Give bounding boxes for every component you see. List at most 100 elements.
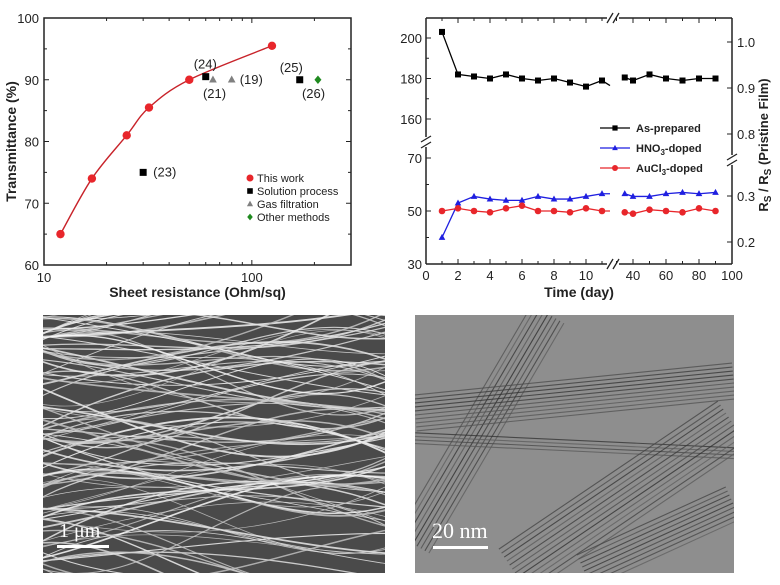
y-axis-break-mark xyxy=(420,135,432,143)
nanotube-fiber xyxy=(43,315,385,340)
nanotube-fiber xyxy=(43,530,385,564)
nanotube-wall xyxy=(599,511,734,573)
y-label-subscript: S xyxy=(763,195,774,202)
data-point-gas-filtration xyxy=(227,75,236,83)
nanotube-wall xyxy=(522,430,734,573)
nanotube-wall xyxy=(424,320,561,552)
x-tick-label: 10 xyxy=(579,268,593,283)
reference-label: (24) xyxy=(194,57,217,72)
legend-label: HNO3-doped xyxy=(636,143,702,157)
nanotube-fiber xyxy=(43,316,385,391)
legend-marker-hno3-doped xyxy=(612,144,618,151)
nanotube-wall xyxy=(588,506,734,573)
data-point-as-prepared xyxy=(583,83,589,90)
y-tick-label: 180 xyxy=(400,72,422,87)
nanotube-fiber xyxy=(43,360,385,449)
nanotube-fiber xyxy=(43,463,385,508)
data-point-hno3-doped xyxy=(550,195,558,202)
nanotube-wall xyxy=(509,416,729,566)
nanotube-fiber xyxy=(43,406,385,446)
nanotube-fiber xyxy=(43,485,385,573)
nanotube-fiber xyxy=(43,315,352,338)
nanotube-wall xyxy=(610,516,734,573)
data-point-hno3-doped xyxy=(566,195,574,202)
data-point-as-prepared xyxy=(455,71,461,78)
nanotube-fiber xyxy=(43,315,385,338)
nanotube-wall xyxy=(514,424,734,573)
tem-scalebar xyxy=(433,546,488,549)
nanotube-wall xyxy=(415,443,734,460)
x-axis-break-mark xyxy=(606,258,614,270)
x-tick-label: 60 xyxy=(659,268,673,283)
nanotube-fiber xyxy=(43,421,385,469)
data-point-as-prepared xyxy=(503,71,509,78)
nanotube-wall xyxy=(415,439,734,456)
y-right-axis-break-mark xyxy=(726,159,738,167)
plot-frame xyxy=(43,17,352,266)
data-point-hno3-doped xyxy=(646,192,653,199)
nanotube-fiber xyxy=(43,465,385,519)
data-point-aucl3-doped xyxy=(518,202,526,209)
y-axis-label-right: RS / RS (Pristine Film) xyxy=(756,78,774,211)
legend-marker-solution-process xyxy=(247,188,253,194)
nanotube-fiber xyxy=(43,315,88,334)
data-point-as-prepared xyxy=(439,28,445,35)
nanotube-fiber xyxy=(43,331,385,372)
y-axis-break-mark xyxy=(420,141,432,149)
legend-marker-gas-filtration xyxy=(246,200,254,207)
data-point-hno3-doped xyxy=(582,192,590,199)
nanotube-fiber xyxy=(43,358,385,420)
legend-marker-this-work xyxy=(246,174,254,182)
tem-micrograph: 20 nm xyxy=(415,315,734,573)
nanotube-fiber xyxy=(43,434,385,472)
data-point-as-prepared xyxy=(519,75,525,82)
y-tick-label: 70 xyxy=(25,196,39,211)
nanotube-wall xyxy=(415,315,527,506)
x-tick-label: 4 xyxy=(486,268,493,283)
x-axis-break-mark xyxy=(606,12,614,24)
y-tick-label: 80 xyxy=(25,135,39,150)
x-axis-label: Sheet resistance (Ohm/sq) xyxy=(109,284,286,300)
nanotube-wall xyxy=(415,315,538,524)
data-point-aucl3-doped xyxy=(438,207,446,215)
legend-marker-other-methods xyxy=(247,213,253,221)
data-point-aucl3-doped xyxy=(621,209,629,216)
nanotube-fiber xyxy=(43,315,385,374)
data-point-as-prepared xyxy=(663,75,669,82)
nanotube-wall xyxy=(415,378,734,412)
nanotube-wall xyxy=(498,400,719,550)
data-point-aucl3-doped xyxy=(470,207,478,215)
y-right-tick-label: 0.2 xyxy=(737,235,755,250)
nanotube-wall xyxy=(415,315,548,542)
nanotube-wall xyxy=(415,386,734,420)
data-point-aucl3-doped xyxy=(679,209,686,216)
nanotube-fiber xyxy=(43,518,200,573)
reference-label: (21) xyxy=(203,86,226,101)
reference-label: (19) xyxy=(240,72,263,87)
data-point-as-prepared xyxy=(646,71,653,78)
legend-label: AuCl3-doped xyxy=(636,163,703,177)
nanotube-wall xyxy=(415,366,733,400)
nanotube-wall xyxy=(580,494,730,564)
legend-label-subscript: 3 xyxy=(660,148,665,157)
nanotube-fiber xyxy=(43,495,385,526)
y-right-tick-label: 0.3 xyxy=(737,189,755,204)
nanotube-wall xyxy=(428,322,565,554)
sem-micrograph: 1 μm xyxy=(43,315,385,573)
y-tick-label: 200 xyxy=(400,31,422,46)
nanotube-fiber xyxy=(43,551,358,573)
nanotube-wall xyxy=(578,490,728,560)
data-point-hno3-doped xyxy=(662,190,670,197)
nanotube-wall xyxy=(415,432,734,449)
nanotube-fiber xyxy=(43,402,385,436)
data-point-hno3-doped xyxy=(534,192,542,199)
nanotube-wall xyxy=(415,362,733,396)
nanotube-fiber xyxy=(43,315,385,341)
nanotube-fiber xyxy=(43,478,385,555)
nanotube-wall xyxy=(583,502,734,572)
data-point-hno3-doped xyxy=(518,196,526,203)
nanotube-fiber xyxy=(43,462,385,498)
data-point-hno3-doped xyxy=(454,199,462,206)
reference-label: (26) xyxy=(302,86,325,101)
